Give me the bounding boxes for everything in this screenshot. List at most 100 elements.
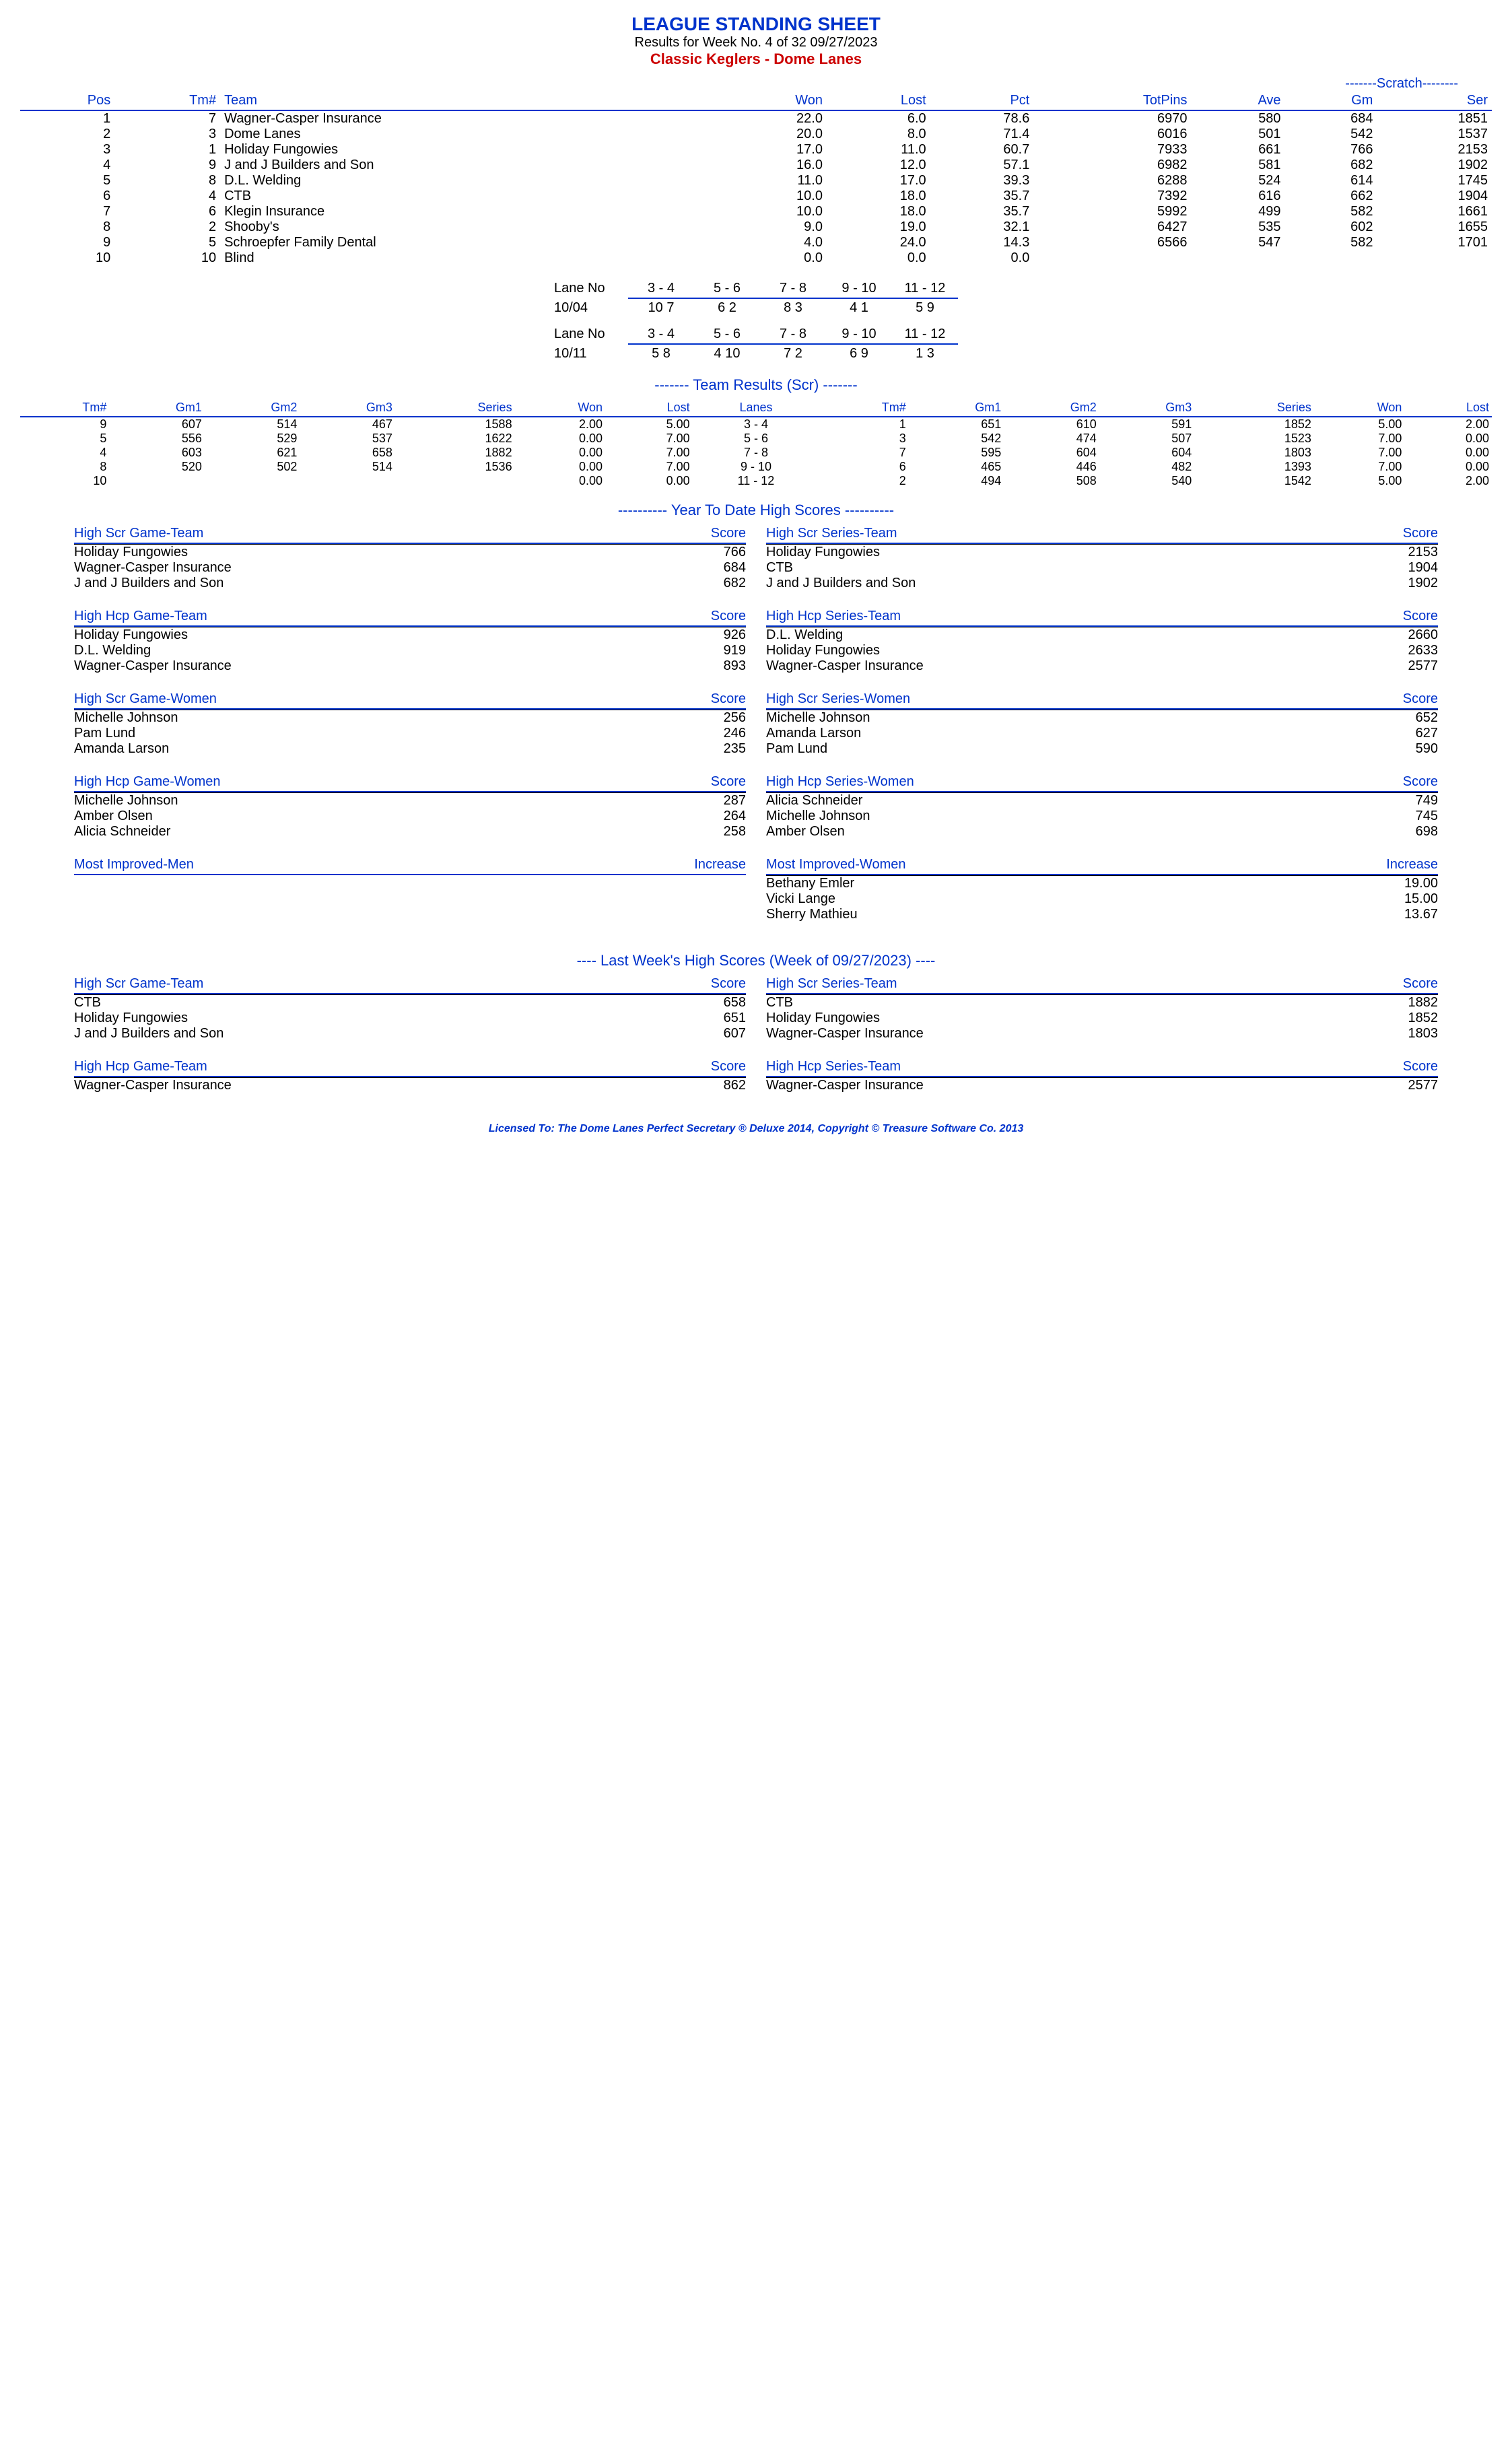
standings-row: 82Shooby's9.019.032.164275356021655 <box>20 219 1492 235</box>
high-score-block: High Hcp Game-TeamScoreHoliday Fungowies… <box>74 607 746 674</box>
team-results-table: Tm#Gm1Gm2Gm3SeriesWonLostLanesTm#Gm1Gm2G… <box>20 399 1492 488</box>
hs-name: Wagner-Casper Insurance <box>766 1078 924 1093</box>
hs-name: Amber Olsen <box>766 824 845 840</box>
hs-value: 1882 <box>1408 995 1439 1011</box>
lane-pair <box>892 317 958 320</box>
hs-value: 2577 <box>1408 658 1439 674</box>
team-results-col: Won <box>1314 399 1404 417</box>
team-results-col: Gm1 <box>109 399 205 417</box>
team-results-row: 460362165818820.007.007 - 87595604604180… <box>20 446 1492 460</box>
hs-value: 745 <box>1416 809 1438 824</box>
team-results-row: 960751446715882.005.003 - 41651610591185… <box>20 417 1492 432</box>
footer-license: Licensed To: The Dome Lanes Perfect Secr… <box>20 1123 1492 1135</box>
ytd-title: ---------- Year To Date High Scores ----… <box>20 502 1492 519</box>
standings-row: 23Dome Lanes20.08.071.460165015421537 <box>20 127 1492 142</box>
team-results-col: Gm3 <box>1099 399 1195 417</box>
high-score-row: CTB658 <box>74 994 746 1011</box>
hs-value: 2633 <box>1408 643 1439 658</box>
standings-col-gm: Gm <box>1285 92 1377 110</box>
hs-value: 684 <box>724 560 746 576</box>
high-score-block: High Scr Series-TeamScoreCTB1882Holiday … <box>766 975 1438 1041</box>
hs-name: Sherry Mathieu <box>766 907 858 922</box>
hs-value: 919 <box>724 643 746 658</box>
high-score-header: High Scr Game-TeamScore <box>74 975 746 994</box>
hs-value: 766 <box>724 545 746 560</box>
lane-pair <box>694 317 760 320</box>
standings-row: 58D.L. Welding11.017.039.362885246141745 <box>20 173 1492 189</box>
lastweek-high-scores: High Scr Game-TeamScoreCTB658Holiday Fun… <box>74 975 1438 1109</box>
hs-name: Holiday Fungowies <box>766 545 880 560</box>
hs-value: 1902 <box>1408 576 1439 591</box>
lane-pair: 5 - 6 <box>694 325 760 343</box>
lane-row: 10/0410 76 28 34 15 9 <box>554 299 958 317</box>
lane-pair: 8 3 <box>760 299 826 317</box>
team-results-col: Gm1 <box>909 399 1004 417</box>
high-score-row: Pam Lund246 <box>74 726 746 741</box>
high-score-block: Most Improved-WomenIncreaseBethany Emler… <box>766 856 1438 922</box>
team-results-col: Series <box>395 399 515 417</box>
hs-name: CTB <box>766 560 793 576</box>
hs-name: Wagner-Casper Insurance <box>766 658 924 674</box>
hs-value: 749 <box>1416 793 1438 809</box>
high-score-header: High Scr Series-Women Score <box>766 690 1438 710</box>
hs-title: High Hcp Series-Women <box>766 774 914 790</box>
hs-title: High Scr Series-Team <box>766 526 897 541</box>
hs-title: High Hcp Series-Team <box>766 609 901 624</box>
high-score-header: High Hcp Game-Women Score <box>74 773 746 792</box>
hs-value: 15.00 <box>1404 891 1438 907</box>
lane-pair: 4 1 <box>826 299 892 317</box>
hs-name: J and J Builders and Son <box>766 576 916 591</box>
hs-name: Bethany Emler <box>766 876 854 891</box>
team-results-row: 100.000.0011 - 12249450854015425.002.00 <box>20 474 1492 488</box>
high-score-row: CTB1904 <box>766 560 1438 576</box>
high-score-row: Sherry Mathieu13.67 <box>766 907 1438 922</box>
high-score-row: Amber Olsen698 <box>766 824 1438 840</box>
hs-value: 264 <box>724 809 746 824</box>
team-results-col: Tm# <box>20 399 109 417</box>
lane-row: Lane No3 - 45 - 67 - 89 - 1011 - 12 <box>554 279 958 299</box>
hs-title: Most Improved-Men <box>74 857 194 873</box>
high-score-header: High Hcp Game-TeamScore <box>74 607 746 627</box>
hs-score-label: Score <box>711 526 746 541</box>
lane-row: 10/115 84 107 26 91 3 <box>554 345 958 363</box>
hs-score-label: Score <box>1403 774 1438 790</box>
hs-name: J and J Builders and Son <box>74 1026 224 1041</box>
high-score-block: High Scr Series-WomenScoreMichelle Johns… <box>766 690 1438 757</box>
page-header: LEAGUE STANDING SHEET Results for Week N… <box>20 13 1492 68</box>
hs-value: 287 <box>724 793 746 809</box>
high-score-header: High Scr Series-TeamScore <box>766 975 1438 994</box>
hs-title: High Hcp Game-Women <box>74 774 220 790</box>
hs-score-label: Score <box>1403 1059 1438 1074</box>
lane-row: Lane No3 - 45 - 67 - 89 - 1011 - 12 <box>554 325 958 345</box>
hs-score-label: Increase <box>1386 857 1438 873</box>
hs-name: D.L. Welding <box>74 643 151 658</box>
lane-pair: 6 2 <box>694 299 760 317</box>
standings-col-lost: Lost <box>827 92 930 110</box>
lane-pair: 1 3 <box>892 345 958 363</box>
high-score-row: Bethany Emler19.00 <box>766 875 1438 891</box>
lane-pair <box>628 317 694 320</box>
hs-score-label: Score <box>711 774 746 790</box>
high-score-block: High Scr Game-TeamScoreHoliday Fungowies… <box>74 524 746 591</box>
hs-score-label: Score <box>711 609 746 624</box>
lane-pair: 11 - 12 <box>892 279 958 298</box>
hs-title: High Scr Game-Team <box>74 526 203 541</box>
high-score-row: Pam Lund590 <box>766 741 1438 757</box>
hs-value: 246 <box>724 726 746 741</box>
hs-name: Amanda Larson <box>766 726 861 741</box>
hs-title: High Scr Series-Team <box>766 976 897 992</box>
hs-value: 607 <box>724 1026 746 1041</box>
lane-row <box>554 317 958 325</box>
lane-row-label: Lane No <box>554 327 628 342</box>
hs-title: High Scr Series-Women <box>766 691 910 707</box>
lane-pair: 9 - 10 <box>826 279 892 298</box>
hs-name: D.L. Welding <box>766 627 843 643</box>
lane-pair <box>760 317 826 320</box>
standings-col-tm#: Tm# <box>114 92 220 110</box>
hs-value: 682 <box>724 576 746 591</box>
lane-pair: 10 7 <box>628 299 694 317</box>
hs-score-label: Score <box>1403 691 1438 707</box>
high-score-block: High Hcp Series-TeamScoreD.L. Welding266… <box>766 607 1438 674</box>
high-score-header: Most Improved-MenIncrease <box>74 856 746 875</box>
high-score-row: Amber Olsen264 <box>74 809 746 824</box>
